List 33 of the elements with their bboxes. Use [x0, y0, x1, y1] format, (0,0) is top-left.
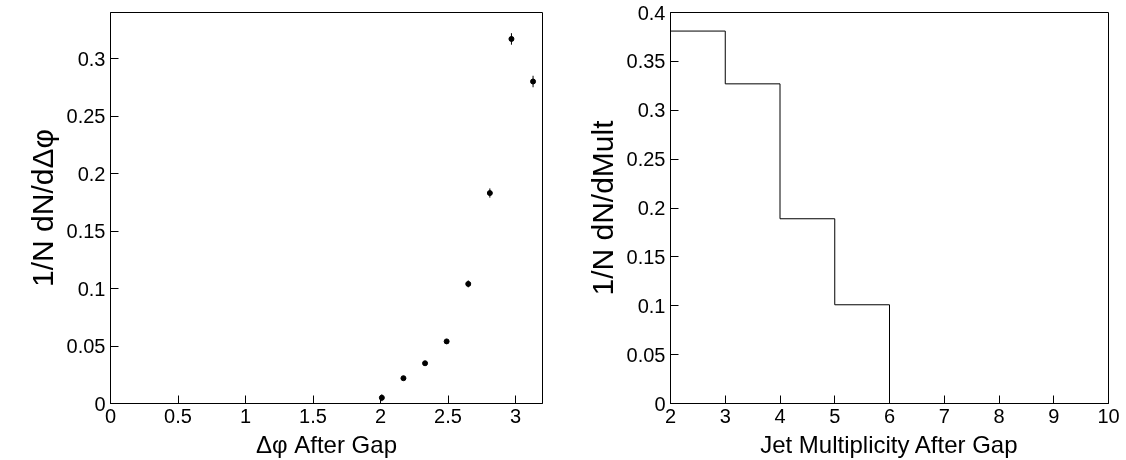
- y-tick-label: 0.15: [66, 220, 106, 242]
- y-tick-label: 0.2: [637, 197, 666, 219]
- x-tick-label: 1: [239, 404, 252, 427]
- y-tick-label: 0.3: [77, 47, 106, 70]
- y-tick-label: 0.05: [66, 335, 106, 357]
- y-tick-label: 0.1: [77, 277, 106, 300]
- y-tick-label: 0.1: [637, 294, 666, 317]
- y-axis-title: 1/N dN/dΔφ: [25, 129, 59, 287]
- y-tick-label: 0.3: [637, 99, 666, 122]
- x-tick-label: 0.5: [164, 404, 192, 427]
- x-axis-title: Δφ After Gap: [256, 430, 397, 458]
- x-tick-label: 2: [374, 404, 387, 427]
- x-tick-label: 6: [883, 404, 896, 427]
- y-tick-label: 0.2: [77, 162, 106, 185]
- y-tick-label: 0.05: [626, 343, 666, 366]
- x-tick-label: 7: [938, 404, 950, 427]
- x-axis-title: Jet Multiplicity After Gap: [760, 430, 1018, 458]
- x-tick-label: 3: [719, 404, 731, 427]
- x-tick-label: 1.5: [299, 404, 327, 427]
- x-tick-label: 10: [1097, 404, 1120, 427]
- x-tick-label: 5: [829, 404, 841, 427]
- y-axis-title: 1/N dN/dMult: [585, 119, 619, 296]
- x-tick-label: 3: [509, 404, 522, 427]
- x-tick-label: 2: [664, 404, 677, 427]
- y-tick-label: 0.25: [66, 105, 106, 127]
- y-tick-label: 0.35: [626, 50, 666, 73]
- y-tick-label: 0.4: [637, 1, 666, 24]
- x-tick-label: 8: [993, 404, 1005, 427]
- y-tick-label: 0.15: [626, 245, 666, 268]
- x-tick-label: 9: [1048, 404, 1060, 427]
- x-tick-label: 2.5: [434, 404, 462, 427]
- y-tick-label: 0.25: [626, 148, 666, 171]
- x-tick-label: 4: [774, 404, 786, 427]
